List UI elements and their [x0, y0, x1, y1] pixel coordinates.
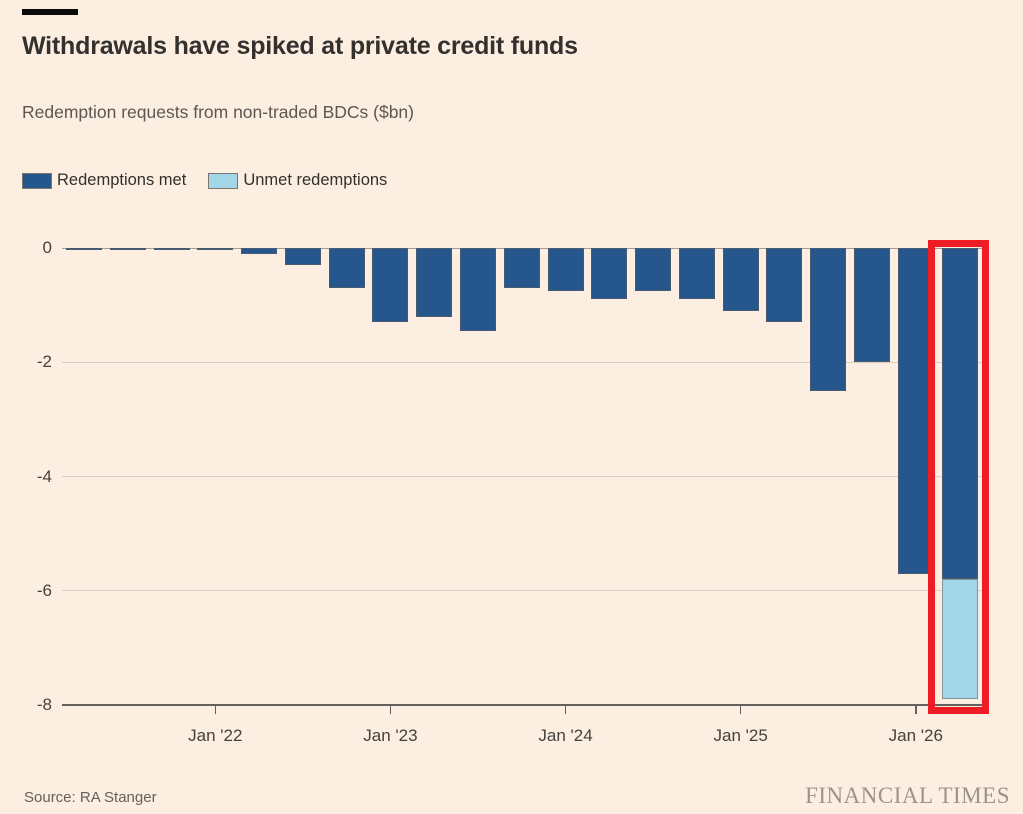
legend: Redemptions met Unmet redemptions: [22, 171, 387, 190]
bar-redemptions-met: [66, 248, 102, 250]
legend-swatch-met: [22, 172, 52, 189]
x-tick-mark: [214, 705, 217, 714]
x-tick-label: Jan '26: [888, 726, 943, 745]
bar-redemptions-met: [109, 248, 146, 251]
gridline: [62, 704, 986, 706]
source-note: Source: RA Stanger: [24, 789, 157, 806]
bar-redemptions-met: [635, 248, 672, 291]
x-tick-mark: [915, 705, 917, 714]
bar-redemptions-met: [503, 248, 540, 288]
highlight-box: [927, 240, 989, 714]
x-tick-mark: [739, 705, 742, 714]
bar-unmet-redemptions: [941, 579, 978, 700]
bar-redemptions-met: [372, 248, 409, 323]
bar-redemptions-met: [591, 248, 628, 300]
chart-subtitle: Redemption requests from non-traded BDCs…: [22, 102, 414, 122]
legend-item-unmet: Unmet redemptions: [208, 171, 387, 190]
y-tick-label: -4: [36, 466, 52, 486]
accent-bar: [22, 9, 78, 15]
ft-wordmark: FINANCIAL TIMES: [805, 783, 1010, 808]
bar-redemptions-met: [153, 248, 190, 251]
y-tick-label: 0: [42, 238, 52, 257]
bar-redemptions-met: [854, 248, 891, 363]
x-tick-label: Jan '22: [188, 726, 243, 745]
bar-redemptions-met: [810, 248, 847, 391]
chart-title: Withdrawals have spiked at private credi…: [22, 32, 578, 60]
bar-redemptions-met: [766, 248, 803, 323]
y-tick-label: -2: [36, 352, 52, 372]
bar-redemptions-met: [416, 248, 453, 317]
x-tick-label: Jan '24: [538, 726, 593, 745]
bar-redemptions-met: [241, 248, 278, 254]
bar-redemptions-met: [678, 248, 715, 300]
legend-item-met: Redemptions met: [22, 171, 186, 190]
x-tick-label: Jan '23: [363, 726, 418, 745]
bar-redemptions-met: [328, 248, 365, 288]
bar-redemptions-met: [460, 248, 497, 331]
x-tick-mark: [389, 705, 392, 714]
gridline: [62, 476, 986, 477]
legend-label-met: Redemptions met: [57, 171, 187, 189]
x-tick-label: Jan '25: [713, 726, 768, 745]
legend-label-unmet: Unmet redemptions: [243, 171, 388, 189]
bar-redemptions-met: [197, 248, 234, 250]
bar-redemptions-met: [547, 248, 584, 291]
bar-redemptions-met: [941, 248, 978, 580]
y-tick-label: -6: [36, 580, 52, 600]
legend-swatch-unmet: [208, 172, 239, 189]
x-tick-mark: [564, 705, 567, 714]
y-tick-label: -8: [36, 695, 52, 714]
bar-redemptions-met: [722, 248, 759, 311]
bar-redemptions-met: [284, 248, 321, 266]
gridline: [62, 590, 986, 592]
gridline: [62, 361, 986, 363]
